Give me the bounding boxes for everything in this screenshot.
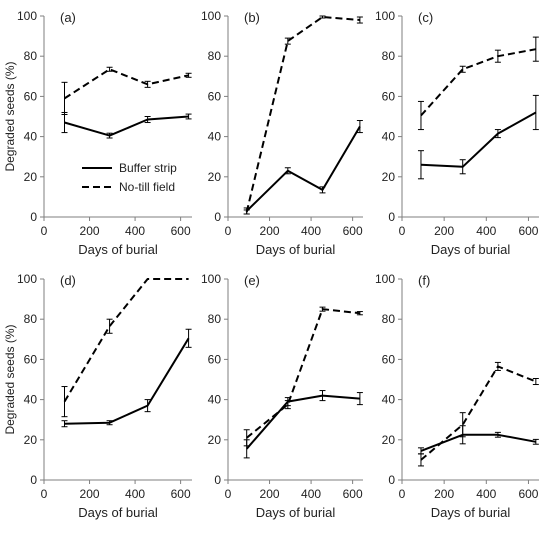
- y-tick-label: 60: [208, 352, 222, 366]
- x-tick-label: 0: [399, 224, 406, 238]
- x-tick-label: 600: [518, 487, 538, 501]
- y-tick-label: 0: [214, 473, 221, 487]
- y-tick-label: 20: [382, 433, 396, 447]
- y-tick-label: 40: [24, 393, 38, 407]
- y-tick-label: 60: [24, 352, 38, 366]
- x-tick-label: 0: [225, 224, 232, 238]
- y-tick-label: 100: [375, 272, 395, 286]
- legend-label: No-till field: [119, 180, 175, 194]
- y-axis-label: Degraded seeds (%): [3, 324, 17, 434]
- y-axis-label: Degraded seeds (%): [3, 61, 17, 171]
- y-tick-label: 20: [382, 170, 396, 184]
- x-tick-label: 200: [434, 224, 454, 238]
- panel-c: 0 20 40 60 80 100 0 200 400 600 Days of burial (c): [375, 9, 539, 257]
- y-tick-label: 0: [30, 473, 37, 487]
- panel-f: 0 20 40 60 80 100 0 200 400 600 Days of burial (f): [375, 272, 539, 520]
- x-axis-label: Days of burial: [78, 242, 158, 257]
- x-axis-label: Days of burial: [431, 505, 511, 520]
- panel-label: (c): [418, 10, 433, 25]
- x-tick-label: 600: [343, 487, 363, 501]
- panel-label: (e): [244, 273, 260, 288]
- x-tick-label: 400: [125, 224, 145, 238]
- series-line-no-till-field: [63, 68, 189, 100]
- y-tick-label: 80: [208, 49, 222, 63]
- x-tick-label: 600: [518, 224, 538, 238]
- x-tick-label: 600: [171, 487, 191, 501]
- panel-label: (d): [60, 273, 76, 288]
- y-tick-label: 80: [382, 49, 396, 63]
- y-tick-label: 40: [382, 393, 396, 407]
- x-tick-label: 200: [260, 224, 280, 238]
- x-tick-label: 600: [343, 224, 363, 238]
- series-line-no-till-field: [420, 48, 536, 117]
- x-axis-label: Days of burial: [431, 242, 511, 257]
- y-tick-label: 20: [24, 170, 38, 184]
- series-line-buffer-strip: [245, 394, 360, 450]
- y-tick-label: 60: [208, 89, 222, 103]
- panel-label: (b): [244, 10, 260, 25]
- series-line-no-till-field: [63, 278, 189, 403]
- x-tick-label: 400: [301, 487, 321, 501]
- y-tick-label: 60: [24, 89, 38, 103]
- series-line-no-till-field: [246, 308, 361, 439]
- legend: Buffer strip No-till field: [82, 161, 177, 194]
- y-tick-label: 80: [208, 312, 222, 326]
- x-tick-label: 400: [125, 487, 145, 501]
- y-tick-label: 0: [388, 210, 395, 224]
- x-tick-label: 200: [434, 487, 454, 501]
- y-tick-label: 40: [24, 130, 38, 144]
- y-tick-label: 100: [375, 9, 395, 23]
- x-tick-label: 600: [171, 224, 191, 238]
- y-tick-label: 80: [382, 312, 396, 326]
- y-tick-label: 40: [208, 130, 222, 144]
- panel-label: (a): [60, 10, 76, 25]
- panel-a: 0 20 40 60 80 100 0 200 400 600 Days of burial Degr…: [3, 9, 192, 257]
- y-tick-label: 80: [24, 49, 38, 63]
- y-tick-label: 60: [382, 352, 396, 366]
- x-tick-label: 0: [225, 487, 232, 501]
- y-tick-label: 0: [388, 473, 395, 487]
- y-tick-label: 100: [17, 272, 37, 286]
- x-tick-label: 400: [301, 224, 321, 238]
- series-line-no-till-field: [420, 365, 537, 461]
- panel-e: 0 20 40 60 80 100 0 200 400 600 Days of burial (e): [201, 272, 363, 520]
- y-tick-label: 80: [24, 312, 38, 326]
- x-axis-label: Days of burial: [78, 505, 158, 520]
- x-tick-label: 200: [80, 487, 100, 501]
- x-tick-label: 0: [399, 487, 406, 501]
- y-tick-label: 20: [208, 170, 222, 184]
- x-axis-label: Days of burial: [256, 505, 336, 520]
- x-tick-label: 0: [41, 224, 48, 238]
- y-tick-label: 60: [382, 89, 396, 103]
- series-line-buffer-strip: [420, 433, 536, 452]
- y-tick-label: 0: [214, 210, 221, 224]
- x-tick-label: 0: [41, 487, 48, 501]
- x-tick-label: 400: [476, 487, 496, 501]
- y-tick-label: 40: [208, 393, 222, 407]
- x-tick-label: 200: [260, 487, 280, 501]
- series-line-buffer-strip: [64, 115, 189, 137]
- panel-label: (f): [418, 273, 430, 288]
- y-tick-label: 40: [382, 130, 396, 144]
- y-tick-label: 20: [24, 433, 38, 447]
- panel-b: 0 20 40 60 80 100 0 200 400 600 Days of burial (b): [201, 9, 363, 257]
- series-line-buffer-strip: [420, 111, 537, 168]
- x-tick-label: 400: [476, 224, 496, 238]
- y-tick-label: 100: [201, 9, 221, 23]
- series-line-no-till-field: [245, 16, 360, 213]
- series-line-buffer-strip: [246, 125, 361, 212]
- y-tick-label: 20: [208, 433, 222, 447]
- x-axis-label: Days of burial: [256, 242, 336, 257]
- y-tick-label: 100: [17, 9, 37, 23]
- y-tick-label: 100: [201, 272, 221, 286]
- x-tick-label: 200: [80, 224, 100, 238]
- y-tick-label: 0: [30, 210, 37, 224]
- panel-d: 0 20 40 60 80 100 0 200 400 600 Days of burial Degr…: [3, 272, 192, 520]
- series-line-buffer-strip: [64, 337, 190, 425]
- legend-label: Buffer strip: [119, 161, 177, 175]
